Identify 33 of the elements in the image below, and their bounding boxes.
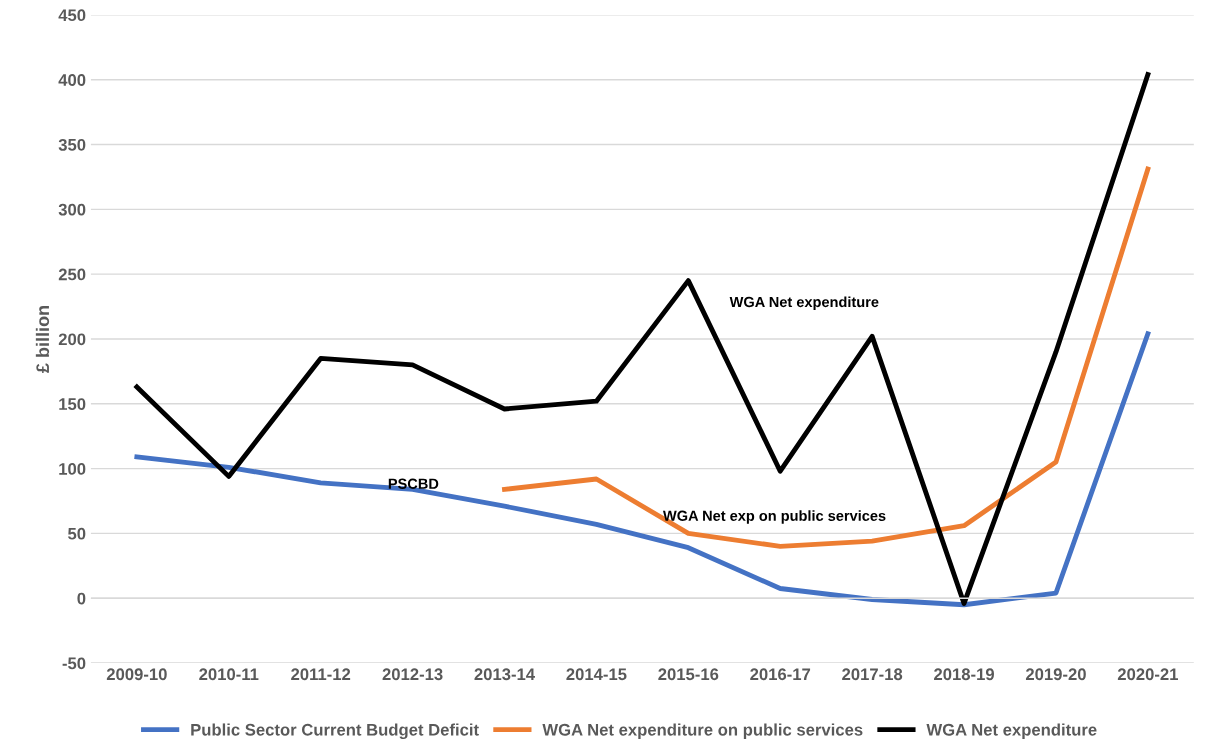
x-tick-label: 2009-10	[106, 668, 167, 681]
x-tick-label: 2016-17	[750, 668, 811, 681]
y-tick-label: 50	[68, 527, 86, 540]
y-tick-label: 300	[58, 203, 86, 216]
y-tick-label: 350	[58, 138, 86, 151]
x-tick-label: 2019-20	[1025, 668, 1086, 681]
line-series	[134, 331, 1151, 608]
annotation: WGA Net expenditure	[729, 296, 879, 311]
x-tick-label: 2012-13	[382, 668, 443, 681]
annotation: PSCBD	[388, 478, 439, 489]
y-tick-label: -50	[62, 657, 86, 670]
x-tick-label: 2020-21	[1117, 668, 1178, 681]
y-tick-label: 400	[58, 74, 86, 86]
y-tick-label: 450	[58, 9, 86, 22]
y-tick-label: 100	[59, 463, 86, 475]
y-tick-label: 200	[58, 333, 86, 346]
line-series	[134, 72, 1151, 606]
x-tick-label: 2015-16	[658, 668, 719, 681]
x-tick-label: 2013-14	[474, 668, 535, 681]
x-tick-label: 2011-12	[291, 668, 351, 681]
x-tick-label: 2014-15	[566, 668, 627, 681]
y-axis-title: £ billion	[35, 305, 50, 373]
y-tick-label: 250	[58, 268, 86, 281]
legend-label: WGA Net expenditure on public services	[542, 723, 863, 739]
x-tick-label: 2017-18	[842, 668, 903, 681]
x-tick-label: 2018-19	[934, 668, 995, 681]
annotation: WGA Net exp on public services	[662, 510, 886, 524]
line-series	[502, 166, 1151, 549]
y-tick-label: 150	[59, 398, 86, 410]
legend-label: WGA Net expenditure	[926, 723, 1097, 739]
legend-label: Public Sector Current Budget Deficit	[191, 723, 479, 740]
y-tick-label: 0	[77, 592, 86, 605]
x-tick-label: 2010-11	[199, 668, 259, 681]
